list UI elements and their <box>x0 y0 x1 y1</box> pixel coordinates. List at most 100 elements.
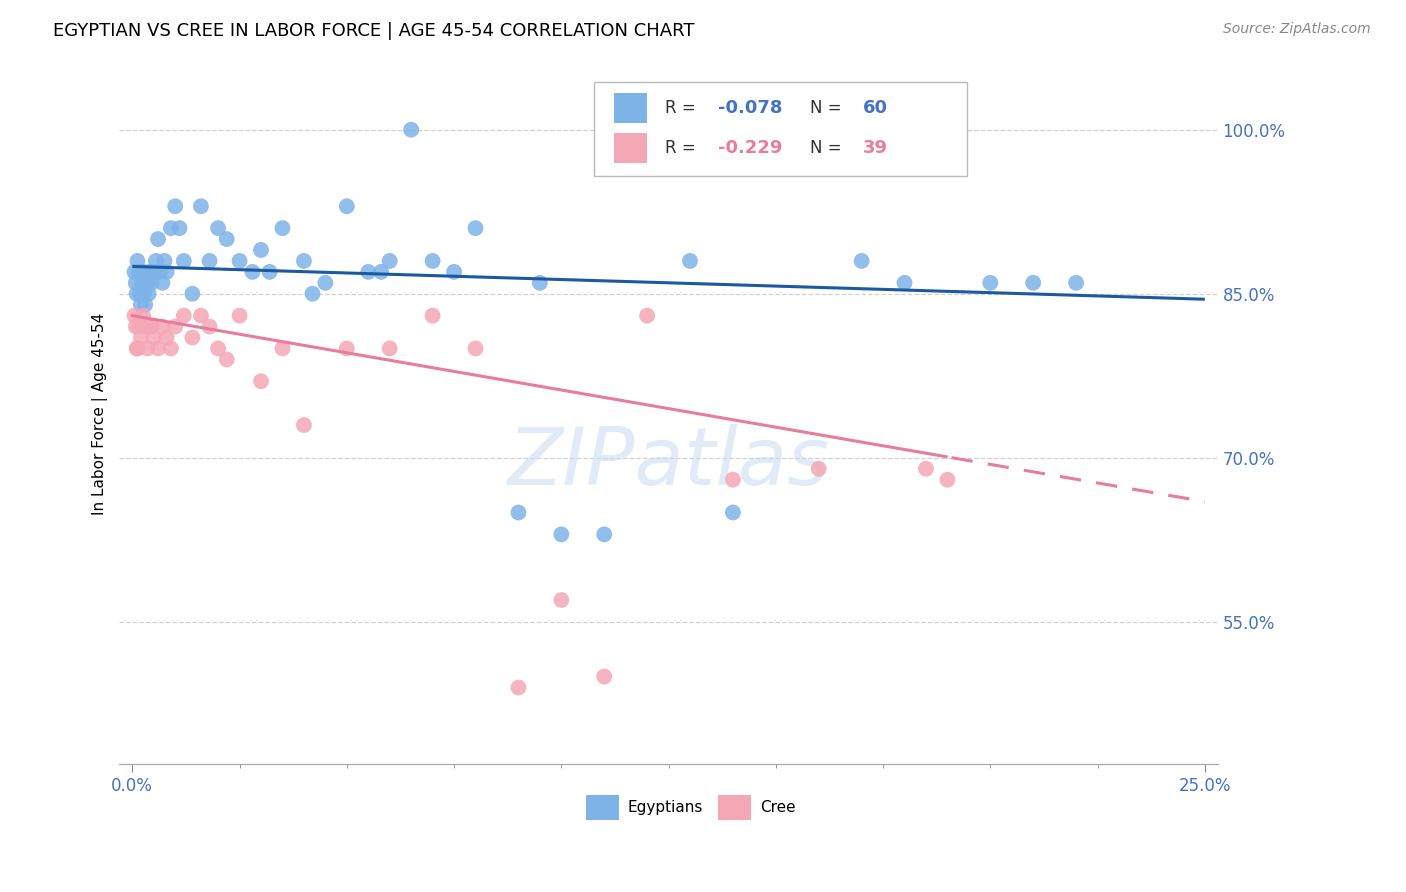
Point <box>125 286 148 301</box>
Point <box>190 199 212 213</box>
Point <box>134 286 156 301</box>
Point <box>443 265 465 279</box>
Point <box>807 122 830 136</box>
Point <box>259 265 281 279</box>
Point <box>721 506 744 520</box>
Point <box>936 473 959 487</box>
Point <box>165 199 187 213</box>
Point <box>721 473 744 487</box>
Text: N =: N = <box>810 139 846 157</box>
Point <box>464 342 486 356</box>
Point <box>181 286 204 301</box>
Point <box>207 342 229 356</box>
Point <box>128 265 150 279</box>
Point <box>807 462 830 476</box>
Point <box>851 254 873 268</box>
Point <box>141 276 163 290</box>
Point <box>593 527 616 541</box>
Point <box>1022 276 1045 290</box>
Point <box>134 298 156 312</box>
Point <box>149 265 172 279</box>
Point <box>636 309 658 323</box>
Point <box>125 319 148 334</box>
Point <box>250 243 273 257</box>
Point <box>136 342 159 356</box>
Text: 60: 60 <box>863 99 889 117</box>
Point <box>593 669 616 683</box>
Point <box>1064 276 1087 290</box>
Point <box>207 221 229 235</box>
FancyBboxPatch shape <box>718 795 751 820</box>
Point <box>156 330 179 344</box>
Point <box>142 265 165 279</box>
Point <box>271 221 294 235</box>
Point <box>636 122 658 136</box>
Point <box>378 254 401 268</box>
Point <box>679 254 702 268</box>
Point <box>150 319 173 334</box>
Point <box>131 276 153 290</box>
Text: EGYPTIAN VS CREE IN LABOR FORCE | AGE 45-54 CORRELATION CHART: EGYPTIAN VS CREE IN LABOR FORCE | AGE 45… <box>53 22 695 40</box>
Text: -0.078: -0.078 <box>718 99 783 117</box>
Point <box>160 342 183 356</box>
Text: Source: ZipAtlas.com: Source: ZipAtlas.com <box>1223 22 1371 37</box>
Point <box>169 221 191 235</box>
Point <box>181 330 204 344</box>
Point <box>132 309 155 323</box>
Text: N =: N = <box>810 99 846 117</box>
Point <box>153 254 176 268</box>
Point <box>399 122 422 136</box>
Point <box>127 254 149 268</box>
Point <box>142 330 165 344</box>
Point <box>132 265 155 279</box>
Point <box>124 309 146 323</box>
Point <box>550 593 572 607</box>
Point <box>228 254 250 268</box>
Text: R =: R = <box>665 139 702 157</box>
Point <box>215 232 238 246</box>
Point <box>250 374 273 388</box>
Point <box>127 342 149 356</box>
Point <box>464 221 486 235</box>
Point <box>336 342 359 356</box>
FancyBboxPatch shape <box>613 134 647 162</box>
Point <box>125 276 148 290</box>
Point <box>370 265 392 279</box>
Point <box>242 265 264 279</box>
Point <box>915 462 938 476</box>
Point <box>508 506 530 520</box>
Point <box>156 265 179 279</box>
Point <box>422 254 444 268</box>
Point <box>190 309 212 323</box>
Point <box>146 232 169 246</box>
Point <box>215 352 238 367</box>
Point <box>141 319 163 334</box>
Point <box>292 417 315 432</box>
FancyBboxPatch shape <box>586 795 619 820</box>
Point <box>145 254 167 268</box>
Point <box>138 265 160 279</box>
Point <box>422 309 444 323</box>
Point <box>125 342 148 356</box>
Text: -0.229: -0.229 <box>718 139 782 157</box>
Point <box>198 319 221 334</box>
Point <box>128 319 150 334</box>
Point <box>271 342 294 356</box>
Point <box>979 276 1001 290</box>
Point <box>550 527 572 541</box>
Y-axis label: In Labor Force | Age 45-54: In Labor Force | Age 45-54 <box>93 313 108 516</box>
Point <box>134 319 156 334</box>
Point <box>336 199 359 213</box>
Point <box>173 254 195 268</box>
Point <box>228 309 250 323</box>
Point <box>138 286 160 301</box>
Point <box>198 254 221 268</box>
Point <box>136 276 159 290</box>
FancyBboxPatch shape <box>613 94 647 123</box>
Text: 39: 39 <box>863 139 889 157</box>
Point <box>173 309 195 323</box>
Point <box>129 298 152 312</box>
Point <box>292 254 315 268</box>
Point <box>138 319 160 334</box>
Text: ZIPatlas: ZIPatlas <box>508 424 830 502</box>
